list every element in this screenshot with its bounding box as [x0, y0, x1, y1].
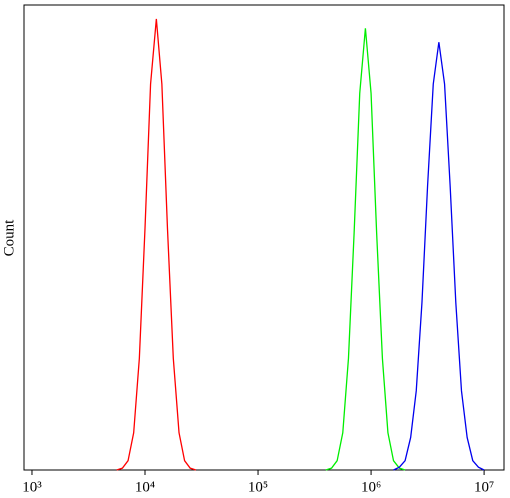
x-tick-label: 10⁷	[474, 479, 494, 495]
x-tick-label: 10⁶	[361, 479, 381, 495]
x-tick-label: 10⁴	[135, 479, 155, 495]
y-axis-label: Count	[1, 219, 17, 257]
x-tick-label: 10³	[22, 479, 42, 495]
plot-frame	[23, 4, 505, 471]
x-tick-label: 10⁵	[248, 479, 268, 495]
histogram-line	[393, 42, 485, 471]
histogram-line	[116, 18, 197, 471]
histogram-line	[325, 28, 406, 471]
